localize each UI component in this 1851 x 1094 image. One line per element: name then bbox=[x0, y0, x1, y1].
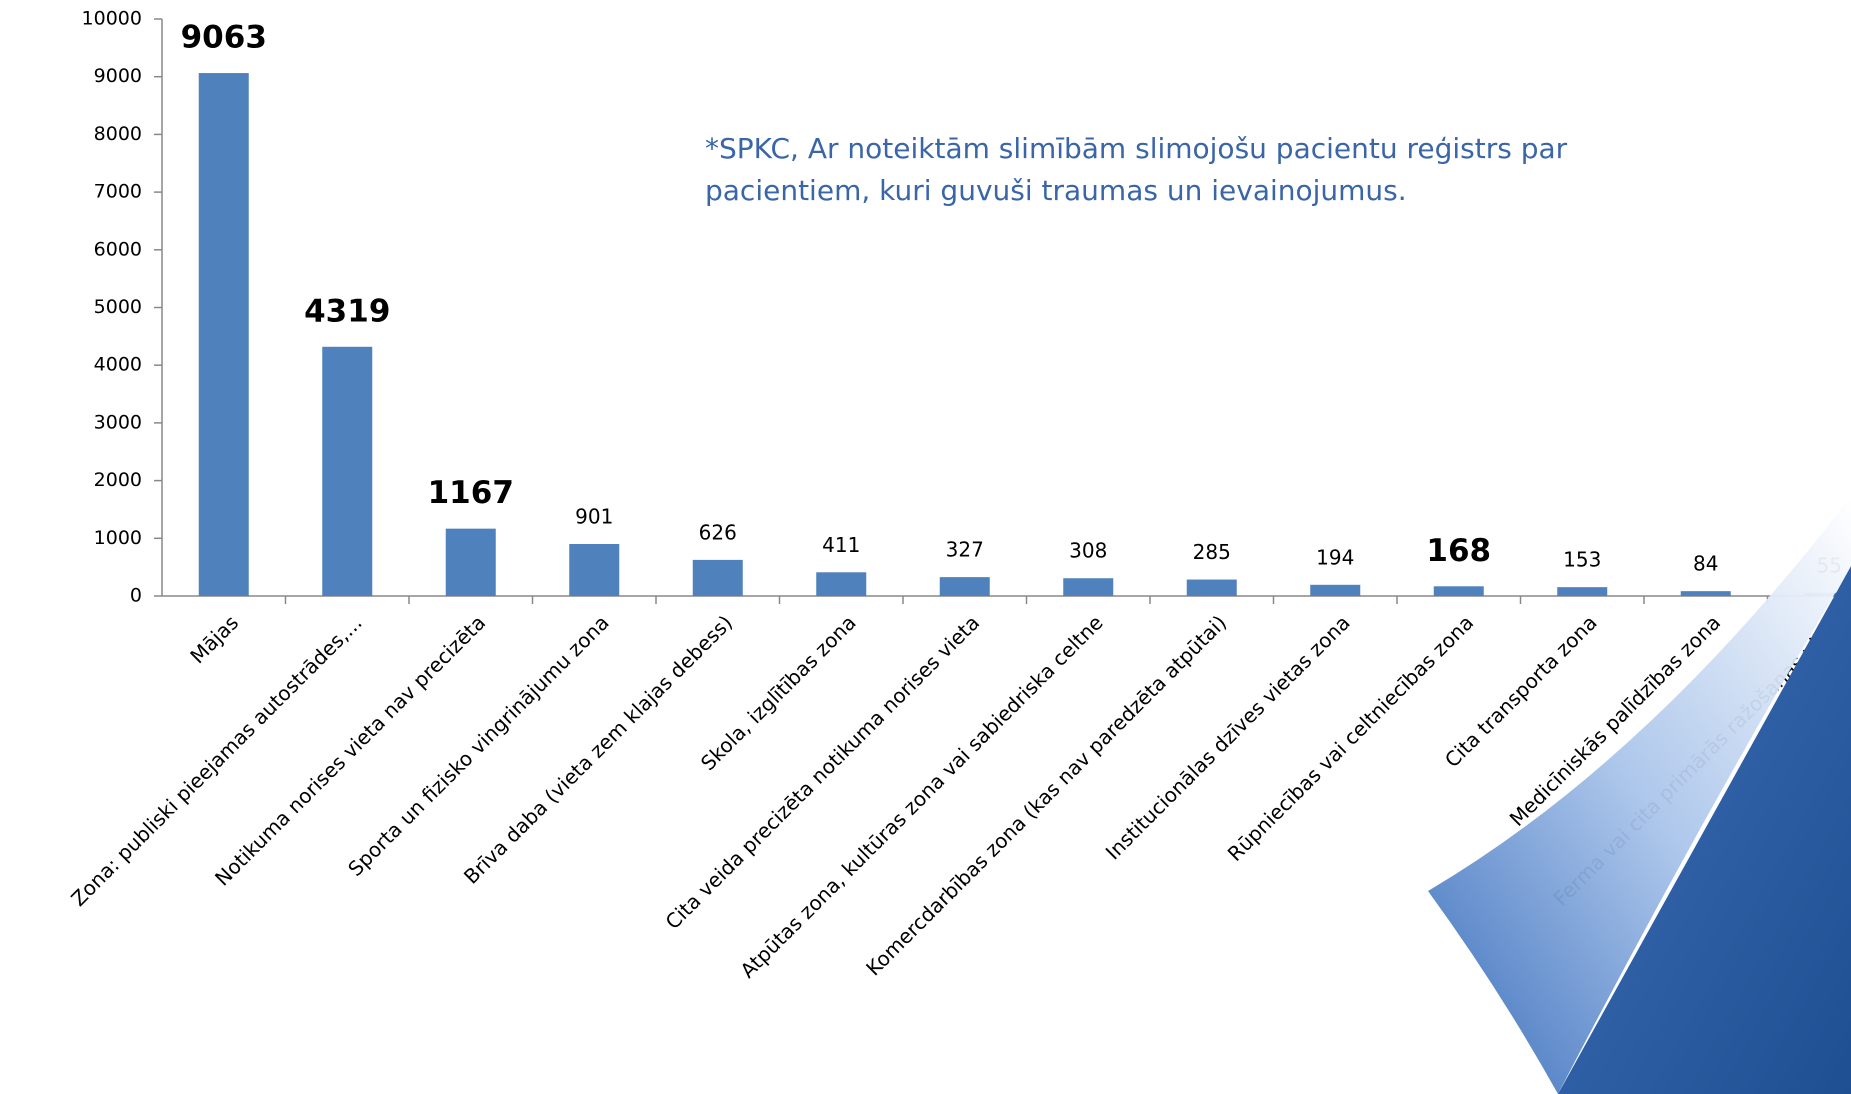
annotation: *SPKC, Ar noteiktām slimībām slimojošu p… bbox=[705, 132, 1568, 165]
y-tick-label: 0 bbox=[130, 585, 142, 607]
y-tick-label: 2000 bbox=[94, 469, 142, 491]
value-label: 626 bbox=[699, 520, 737, 544]
value-label: 411 bbox=[822, 533, 860, 557]
bar bbox=[1186, 579, 1237, 596]
x-tick-label: Rūpniecības vai celtniecības zona bbox=[1223, 610, 1478, 865]
bar bbox=[1310, 584, 1361, 596]
x-tick-label: Notikuma norises vieta nav precizēta bbox=[210, 610, 490, 890]
value-label: 84 bbox=[1693, 552, 1718, 576]
y-tick-label: 8000 bbox=[94, 123, 142, 145]
page-curl-back bbox=[1558, 566, 1851, 1094]
y-tick-label: 7000 bbox=[94, 181, 142, 203]
value-label: 327 bbox=[946, 538, 984, 562]
x-tick-label: Brīva daba (vieta zem klajas debess) bbox=[459, 610, 737, 888]
x-tick-label: Sporta un fizisko vingrinājumu zona bbox=[343, 610, 613, 880]
bar bbox=[939, 577, 990, 596]
bar bbox=[1680, 591, 1731, 596]
bar bbox=[445, 528, 496, 596]
value-label: 153 bbox=[1563, 548, 1601, 572]
y-tick-label: 6000 bbox=[94, 238, 142, 260]
annotation: pacientiem, kuri guvuši traumas un ievai… bbox=[705, 174, 1407, 207]
value-label: 901 bbox=[575, 505, 613, 529]
bar bbox=[569, 544, 620, 596]
bar bbox=[1063, 578, 1114, 596]
y-tick-label: 1000 bbox=[94, 527, 142, 549]
bar bbox=[1433, 586, 1484, 596]
plot-area: 0 1000 2000 3000 4000 5000 6000 7000 8000 9000 100… bbox=[82, 8, 1851, 607]
page-curl bbox=[1428, 496, 1851, 1094]
value-label: 285 bbox=[1193, 540, 1231, 564]
value-label: 9063 bbox=[181, 20, 267, 56]
value-label: 308 bbox=[1069, 539, 1107, 563]
value-label: 1167 bbox=[428, 475, 514, 511]
y-tick-label: 4000 bbox=[94, 354, 142, 376]
value-label: 168 bbox=[1426, 533, 1491, 569]
y-tick-label: 10000 bbox=[82, 8, 142, 30]
y-tick-label: 3000 bbox=[94, 411, 142, 433]
value-label: 4319 bbox=[304, 293, 390, 329]
x-tick-label: Mājas bbox=[185, 610, 243, 668]
value-label: 194 bbox=[1316, 545, 1354, 569]
bar bbox=[198, 73, 249, 597]
bar bbox=[1557, 587, 1608, 596]
y-tick-label: 9000 bbox=[94, 65, 142, 87]
bar bbox=[816, 572, 867, 596]
bar bbox=[322, 346, 373, 596]
y-tick-label: 5000 bbox=[94, 296, 142, 318]
bar bbox=[692, 559, 743, 596]
x-tick-label: Institucionālas dzīves vietas zona bbox=[1101, 610, 1355, 864]
